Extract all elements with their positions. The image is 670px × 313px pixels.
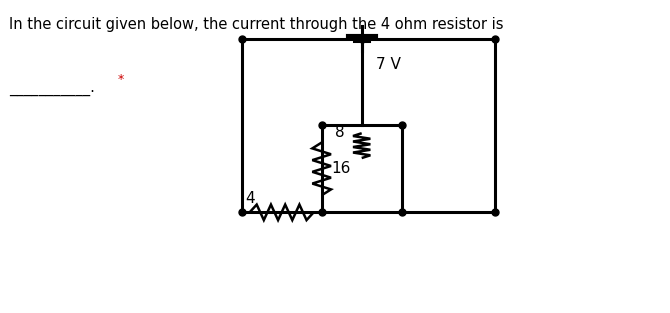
Text: 16: 16 (332, 162, 351, 177)
Text: ___________.: ___________. (9, 82, 95, 97)
Text: In the circuit given below, the current through the 4 ohm resistor is: In the circuit given below, the current … (9, 17, 504, 32)
Text: 8: 8 (335, 126, 344, 141)
Text: 4: 4 (245, 191, 255, 206)
Text: *: * (118, 73, 125, 86)
Text: 7 V: 7 V (377, 57, 401, 72)
